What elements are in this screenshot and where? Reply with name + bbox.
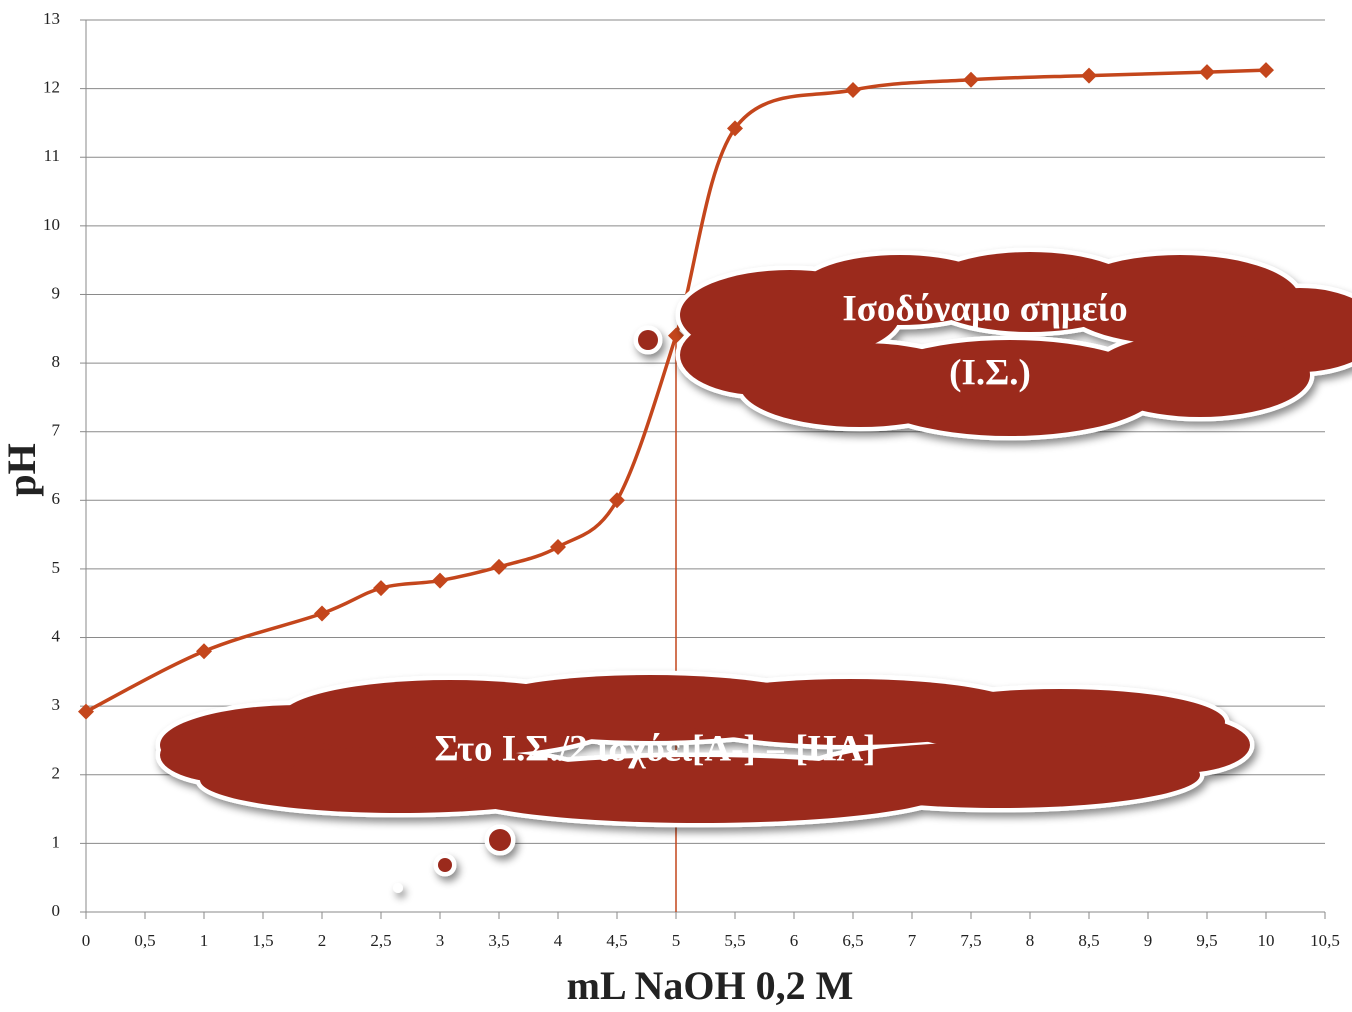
y-tick-label: 13 — [43, 9, 60, 28]
data-point — [963, 71, 979, 88]
data-point — [550, 538, 566, 555]
y-tick-label: 4 — [52, 626, 61, 645]
annotations: Ισοδύναμο σημείο (Ι.Σ.) Στο Ι.Σ./2 ισχύε… — [160, 252, 1352, 893]
x-tick-label: 4,5 — [606, 931, 627, 950]
x-tick-label: 5,5 — [724, 931, 745, 950]
x-tick-label: 7 — [908, 931, 917, 950]
y-tick-label: 7 — [52, 421, 61, 440]
data-point — [1081, 67, 1097, 84]
x-tick-label: 2,5 — [370, 931, 391, 950]
x-tick-label: 8,5 — [1078, 931, 1099, 950]
x-axis-label: mL NaOH 0,2 M — [567, 963, 854, 1008]
x-tick-label: 1,5 — [252, 931, 273, 950]
x-tick-label: 2 — [318, 931, 327, 950]
annotation-text: (Ι.Σ.) — [949, 352, 1031, 393]
data-point — [373, 580, 389, 597]
y-tick-label: 8 — [52, 352, 61, 371]
x-tick-label: 8 — [1026, 931, 1035, 950]
x-tick-label: 10,5 — [1310, 931, 1340, 950]
y-tick-label: 9 — [52, 283, 61, 302]
callout-cloud — [160, 675, 1250, 893]
data-point — [727, 120, 743, 137]
data-point — [1258, 62, 1274, 79]
x-tick-label: 4 — [554, 931, 563, 950]
data-point — [491, 558, 507, 575]
callout-cloud — [633, 252, 1352, 436]
data-point — [668, 327, 684, 344]
x-tick-label: 3,5 — [488, 931, 509, 950]
x-tick-label: 0,5 — [134, 931, 155, 950]
x-tick-label: 6 — [790, 931, 799, 950]
y-tick-label: 0 — [52, 901, 61, 920]
x-tick-label: 3 — [436, 931, 445, 950]
data-point — [432, 572, 448, 589]
y-tick-label: 2 — [52, 764, 61, 783]
x-tick-label: 6,5 — [842, 931, 863, 950]
annotation-text: Ισοδύναμο σημείο — [842, 288, 1127, 329]
x-tick-label: 9 — [1144, 931, 1153, 950]
y-tick-label: 6 — [52, 489, 61, 508]
x-tick-label: 7,5 — [960, 931, 981, 950]
y-tick-label: 10 — [43, 215, 60, 234]
y-tick-label: 12 — [43, 78, 60, 97]
data-point — [1199, 64, 1215, 81]
y-tick-label: 11 — [44, 146, 60, 165]
data-point — [845, 81, 861, 98]
x-tick-label: 0 — [82, 931, 91, 950]
annotation-text: Στο Ι.Σ./2 ισχύει[Α-] = [ΗΑ] — [435, 728, 876, 769]
y-tick-label: 5 — [52, 558, 61, 577]
y-tick-label: 1 — [52, 832, 61, 851]
x-tick-label: 5 — [672, 931, 681, 950]
data-point — [609, 492, 625, 509]
x-tick-label: 10 — [1258, 931, 1275, 950]
x-tick-label: 1 — [200, 931, 209, 950]
y-tick-label: 3 — [52, 695, 61, 714]
data-point — [196, 643, 212, 660]
x-tick-label: 9,5 — [1196, 931, 1217, 950]
data-point — [78, 703, 94, 720]
data-point — [314, 605, 330, 622]
y-axis-label: pH — [0, 443, 44, 496]
